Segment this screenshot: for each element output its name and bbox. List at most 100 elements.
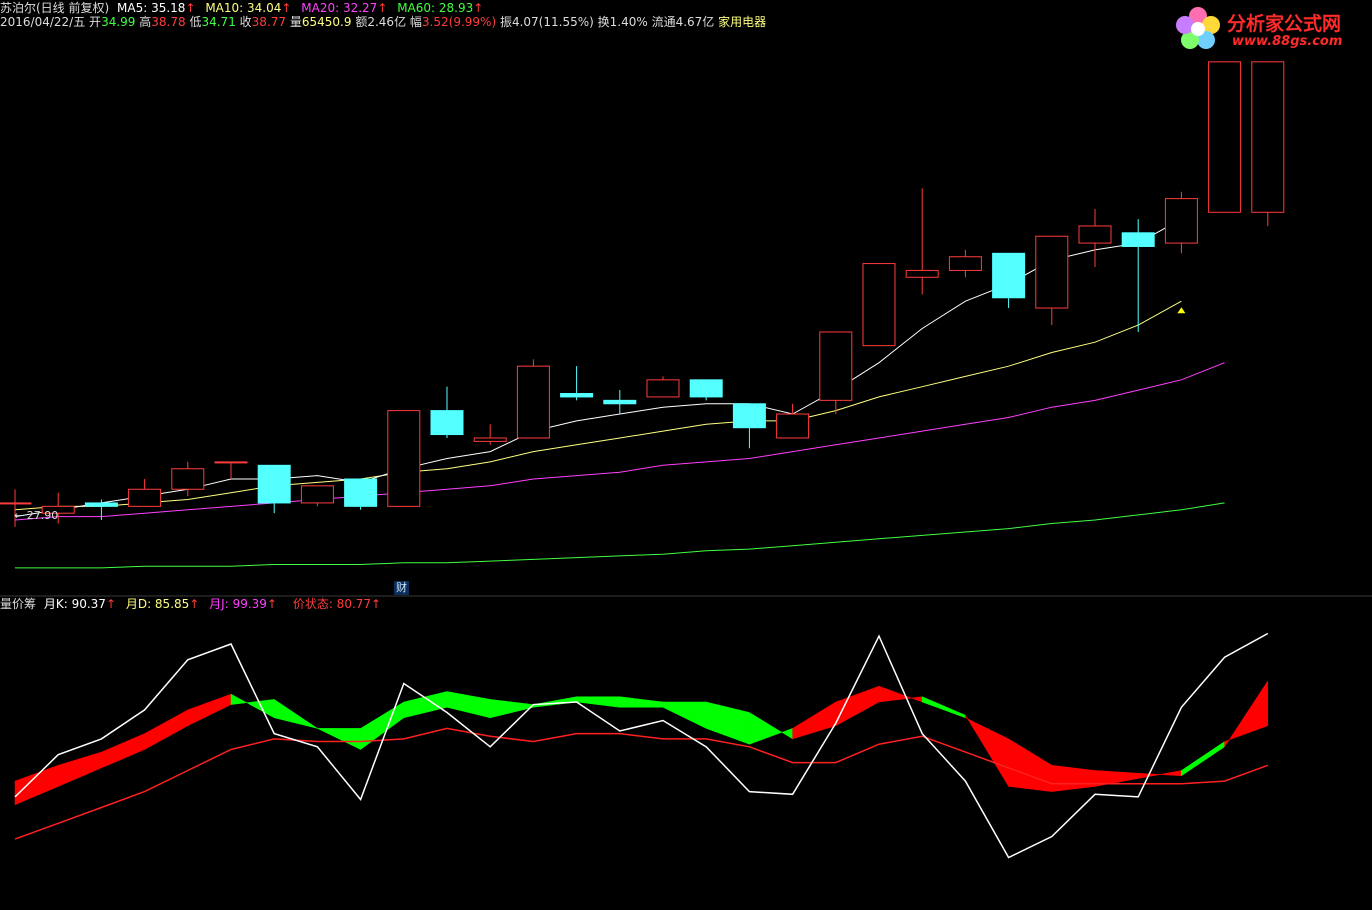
low-value: 34.71 xyxy=(201,15,236,29)
candle-body xyxy=(948,256,982,271)
open-label: 开 xyxy=(89,15,102,29)
candle-body xyxy=(430,410,464,436)
ma5-arrow: ↑ xyxy=(185,1,196,15)
logo-url: www.88gs.com xyxy=(1232,34,1343,49)
ma20-arrow: ↑ xyxy=(377,1,388,15)
change-value: 3.52(9.99%) xyxy=(421,15,497,29)
candle-body xyxy=(1121,232,1155,247)
d-value: 月D: 85.85 xyxy=(125,597,190,611)
amount-label: 额 xyxy=(355,15,368,29)
quote-header: 2016/04/22/五 开34.99 高38.78 低34.71 收38.77… xyxy=(0,15,766,30)
band-segment xyxy=(1181,741,1225,777)
volume-value: 65450.9 xyxy=(301,15,352,29)
band-segment xyxy=(835,685,880,727)
indicator-header: 量价筹 月K: 90.37↑ 月D: 85.85↑ 月J: 99.39↑ 价状态… xyxy=(0,597,381,612)
band-segment xyxy=(619,696,664,708)
candle-body xyxy=(732,403,766,429)
close-label: 收 xyxy=(239,15,252,29)
candle-body xyxy=(646,379,680,398)
j-value: 月J: 99.39 xyxy=(209,597,267,611)
band-segment xyxy=(230,693,275,719)
main-chart-header: 苏泊尔(日线 前复权) MA5: 35.18↑ MA10: 34.04↑ MA2… xyxy=(0,1,483,16)
candle-body xyxy=(560,393,594,398)
logo-text: 分析家公式网 xyxy=(1227,13,1342,35)
indicator-name: 量价筹 xyxy=(0,597,37,611)
candle-body xyxy=(603,399,637,405)
site-logo: 分析家公式网 www.88gs.com xyxy=(1172,3,1368,55)
ma20-line xyxy=(14,362,1225,521)
candle-body xyxy=(776,413,810,439)
flower-icon xyxy=(1176,7,1220,49)
sector: 家用电器 xyxy=(718,15,767,29)
k-value: 月K: 90.37 xyxy=(43,597,106,611)
float-cap: 流通4.67亿 xyxy=(651,15,715,29)
band-segment xyxy=(489,699,534,719)
state-value: 价状态: 80.77 xyxy=(292,597,372,611)
ma60-line xyxy=(15,502,1225,569)
band-segment xyxy=(1137,770,1182,779)
band-segment xyxy=(921,696,966,719)
stock-name: 苏泊尔(日线 前复权) xyxy=(0,1,110,15)
candle-body xyxy=(473,437,507,442)
candle-body xyxy=(689,379,723,398)
band-segment xyxy=(273,698,318,729)
low-price-tag: ← 27.90 xyxy=(14,509,59,522)
band-segment xyxy=(101,733,145,769)
band-segment xyxy=(14,764,59,806)
ma5-value: MA5: 35.18 xyxy=(117,1,186,15)
band-segment xyxy=(705,701,750,745)
band-segment xyxy=(965,714,1009,788)
candle-body xyxy=(41,505,75,514)
candle-body xyxy=(1251,61,1285,213)
band-segment xyxy=(749,712,793,745)
candle-body xyxy=(516,365,550,439)
high-label: 高 xyxy=(139,15,152,29)
d-arrow: ↑ xyxy=(189,597,200,611)
candle-body xyxy=(1035,235,1069,309)
candle-body xyxy=(0,502,32,505)
candle-body xyxy=(128,488,162,507)
candle-body xyxy=(905,269,939,278)
band-segment xyxy=(878,685,923,703)
band-segment xyxy=(57,751,102,787)
candle-body xyxy=(84,502,118,507)
change-label: 幅 xyxy=(409,15,422,29)
open-value: 34.99 xyxy=(101,15,136,29)
j-arrow: ↑ xyxy=(266,597,277,611)
candle-body xyxy=(1208,61,1242,213)
band-segment xyxy=(1224,680,1269,748)
price-panel xyxy=(0,61,1285,569)
turnover: 换1.40% xyxy=(597,15,648,29)
candle-body xyxy=(992,252,1026,299)
ma20-value: MA20: 32.27 xyxy=(301,1,378,15)
amount-value: 2.46亿 xyxy=(367,15,407,29)
candle-body xyxy=(300,485,334,504)
close-value: 38.77 xyxy=(251,15,287,29)
state-arrow: ↑ xyxy=(371,597,382,611)
low-label: 低 xyxy=(189,15,202,29)
indicator-panel xyxy=(14,632,1269,859)
ma60-arrow: ↑ xyxy=(473,1,484,15)
candle-body xyxy=(387,410,421,507)
signal-marker xyxy=(1177,307,1186,314)
k-line xyxy=(14,632,1269,859)
band-segment xyxy=(403,691,448,719)
band-segment xyxy=(317,728,361,750)
ma10-line xyxy=(14,300,1182,511)
candle-body xyxy=(1164,198,1198,244)
k-arrow: ↑ xyxy=(105,597,116,611)
candle-body xyxy=(214,461,248,464)
candle-body xyxy=(257,464,291,504)
ma10-value: MA10: 34.04 xyxy=(205,1,282,15)
band-segment xyxy=(1008,738,1053,792)
amplitude: 振4.07(11.55%) xyxy=(499,15,594,29)
state-line xyxy=(14,727,1269,840)
high-value: 38.78 xyxy=(151,15,186,29)
finance-badge[interactable]: 财 xyxy=(394,581,409,595)
band-segment xyxy=(1051,765,1096,792)
band-segment xyxy=(446,691,491,719)
candle-body xyxy=(1078,225,1112,244)
candle-body xyxy=(344,478,378,507)
band-segment xyxy=(187,693,232,727)
